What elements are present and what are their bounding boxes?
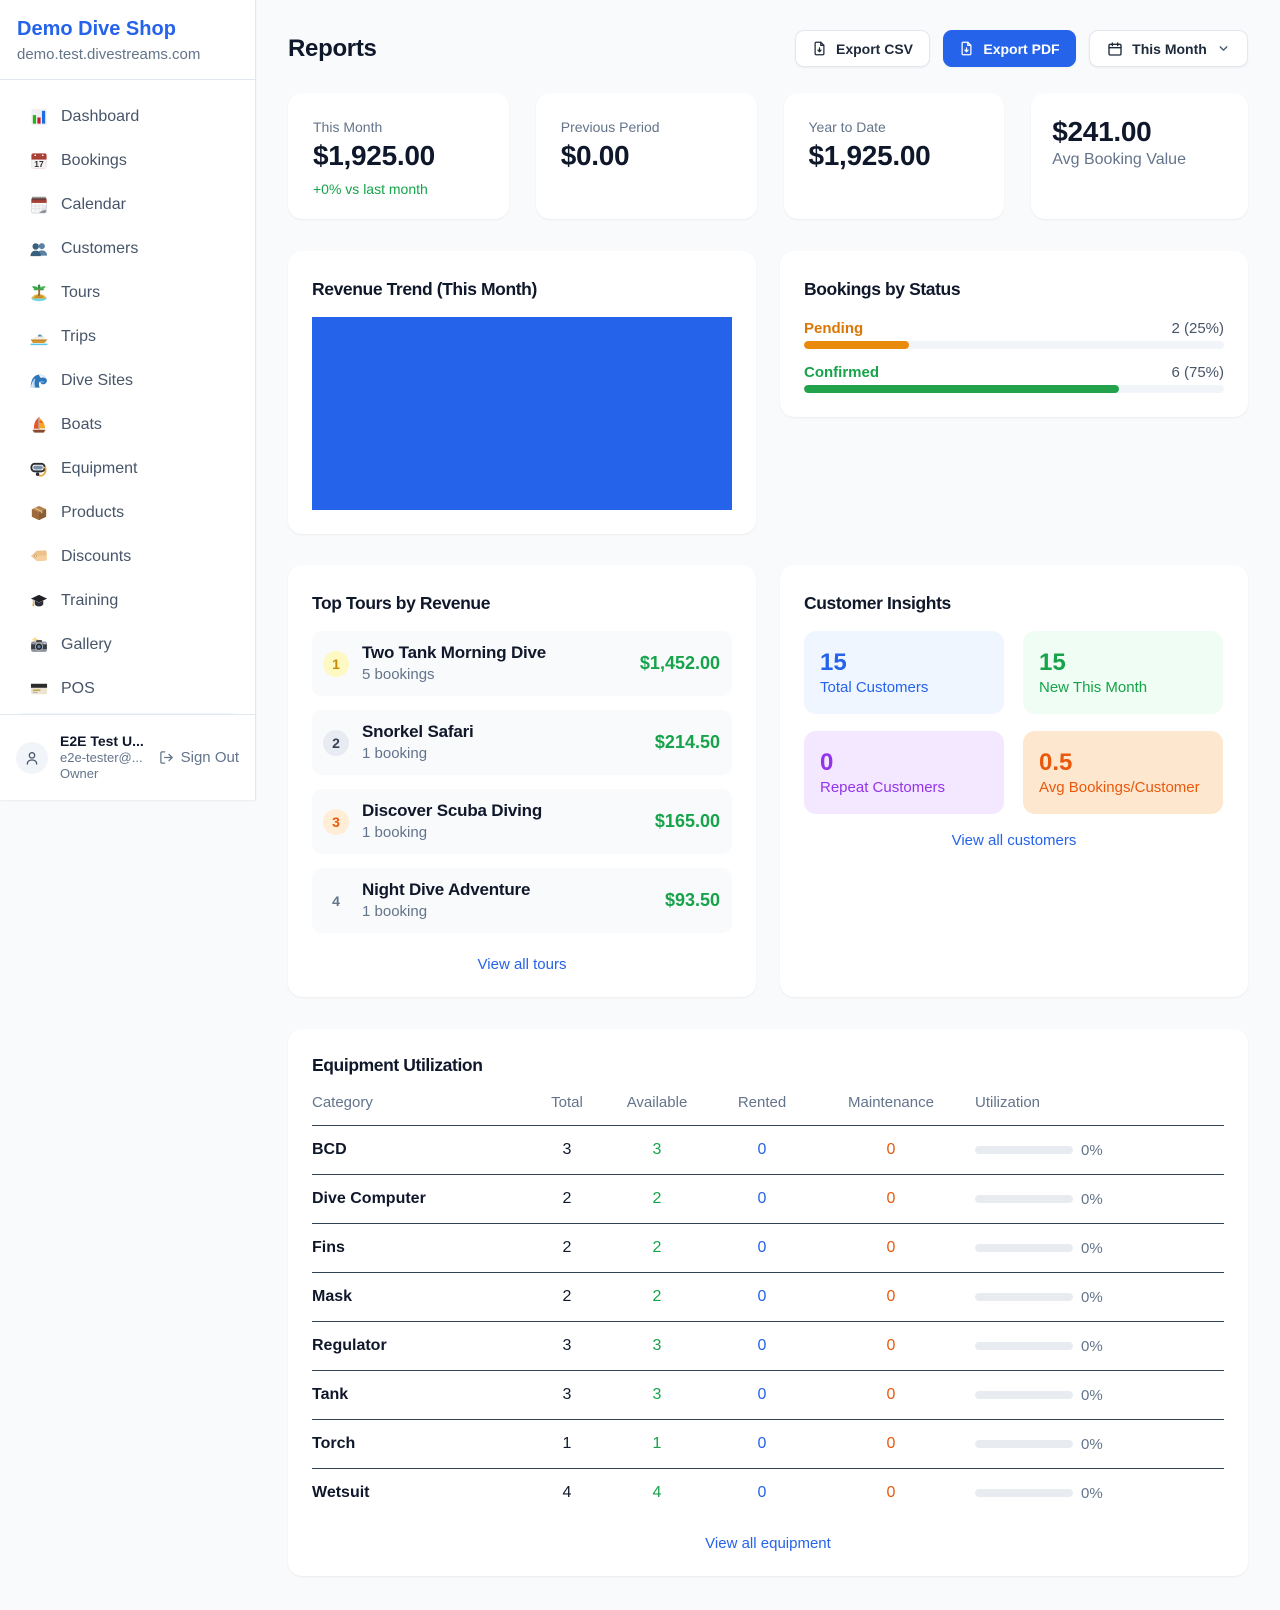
svg-text:17: 17 [34, 159, 44, 169]
